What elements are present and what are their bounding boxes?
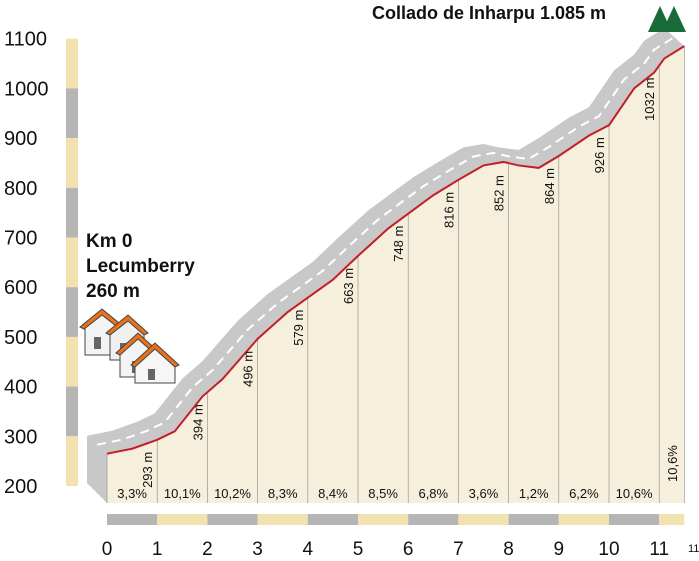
gradient-label: 10,2% — [214, 486, 251, 501]
profile-area — [107, 46, 685, 503]
elevation-label: 864 m — [542, 168, 557, 204]
profile-line — [106, 45, 685, 455]
elevation-label: 852 m — [492, 175, 507, 211]
x-tick-label: 1 — [152, 539, 163, 560]
y-tick-label: 1000 — [4, 78, 49, 100]
x-tick-label: 8 — [503, 539, 514, 560]
elevation-label: 496 m — [241, 351, 256, 387]
y-axis-segment — [66, 436, 78, 486]
x-tick-label: 11,5 — [688, 543, 699, 555]
y-axis-segment — [66, 237, 78, 288]
start-km-label: Km 0 — [86, 231, 132, 252]
x-axis-segment — [558, 514, 609, 525]
y-axis-segment — [66, 138, 78, 188]
y-axis-segment — [66, 88, 78, 139]
gradient-label: 10,6% — [665, 445, 680, 482]
elevation-label: 394 m — [190, 404, 205, 440]
y-tick-label: 800 — [4, 178, 37, 200]
x-axis-segment — [257, 514, 308, 525]
x-axis-segment — [207, 514, 258, 525]
start-place-label: Lecumberry — [86, 256, 195, 277]
x-axis-segment — [307, 514, 358, 525]
gradient-label: 8,4% — [318, 486, 348, 501]
x-tick-label: 3 — [252, 539, 263, 560]
x-tick-label: 10 — [598, 539, 619, 560]
road-centre-dashes — [96, 36, 675, 446]
x-axis-segment — [107, 514, 158, 525]
y-axis-segment — [66, 187, 78, 238]
y-axis-segment — [66, 386, 78, 437]
elevation-label: 816 m — [441, 192, 456, 228]
gradient-label: 1,2% — [519, 486, 549, 501]
gradient-label: 10,1% — [164, 486, 201, 501]
road-start-face — [87, 435, 107, 503]
elevation-label: 748 m — [391, 226, 406, 262]
y-tick-label: 500 — [4, 327, 37, 349]
y-axis-segment — [66, 287, 78, 337]
road-band — [87, 28, 685, 454]
y-axis-segment — [66, 336, 78, 387]
x-tick-label: 5 — [353, 539, 364, 560]
x-tick-label: 7 — [453, 539, 464, 560]
elevation-label: 579 m — [291, 310, 306, 346]
y-tick-label: 300 — [4, 426, 37, 448]
y-tick-label: 1100 — [4, 29, 47, 51]
x-tick-label: 9 — [554, 539, 565, 560]
elevation-label: 293 m — [140, 452, 155, 488]
y-tick-label: 600 — [4, 277, 37, 299]
x-axis-segment — [508, 514, 559, 525]
x-axis-segment — [408, 514, 459, 525]
x-axis-segment — [609, 514, 660, 525]
y-axis-bar — [66, 38, 78, 486]
elevation-label: 926 m — [592, 137, 607, 173]
labels: 1100 1000 900 800 700 600 500 400 300 200 0 1 2 3 4 5 6 7… — [4, 29, 699, 560]
y-tick-label: 400 — [4, 377, 37, 399]
x-axis-segment — [358, 514, 409, 525]
summit-title: Collado de Inharpu 1.085 m — [372, 3, 606, 23]
gradient-label: 3,3% — [117, 486, 147, 501]
gradient-label: 8,3% — [268, 486, 298, 501]
x-axis-bar — [107, 514, 685, 525]
y-tick-label: 200 — [4, 476, 37, 498]
mountain-peak-icon — [648, 6, 686, 32]
y-axis-segment — [66, 38, 78, 89]
x-axis-segment — [458, 514, 509, 525]
x-axis-segment — [659, 514, 685, 525]
gradient-label: 3,6% — [469, 486, 499, 501]
x-tick-label: 0 — [102, 539, 113, 560]
gradient-label: 8,5% — [368, 486, 398, 501]
y-tick-label: 900 — [4, 128, 37, 150]
x-tick-label: 11 — [649, 539, 669, 560]
x-axis-segment — [157, 514, 208, 525]
start-altitude-label: 260 m — [86, 281, 140, 302]
elevation-label: 663 m — [341, 268, 356, 304]
village-houses-icon — [79, 308, 180, 384]
gradient-label: 10,6% — [616, 486, 653, 501]
elevation-label: 1032 m — [642, 78, 657, 121]
gradient-label: 6,8% — [418, 486, 448, 501]
plot-area — [87, 28, 685, 503]
y-tick-label: 700 — [4, 228, 37, 250]
gradient-label: 6,2% — [569, 486, 599, 501]
x-tick-label: 2 — [202, 539, 213, 560]
x-tick-label: 6 — [403, 539, 414, 560]
x-tick-label: 4 — [303, 539, 314, 560]
